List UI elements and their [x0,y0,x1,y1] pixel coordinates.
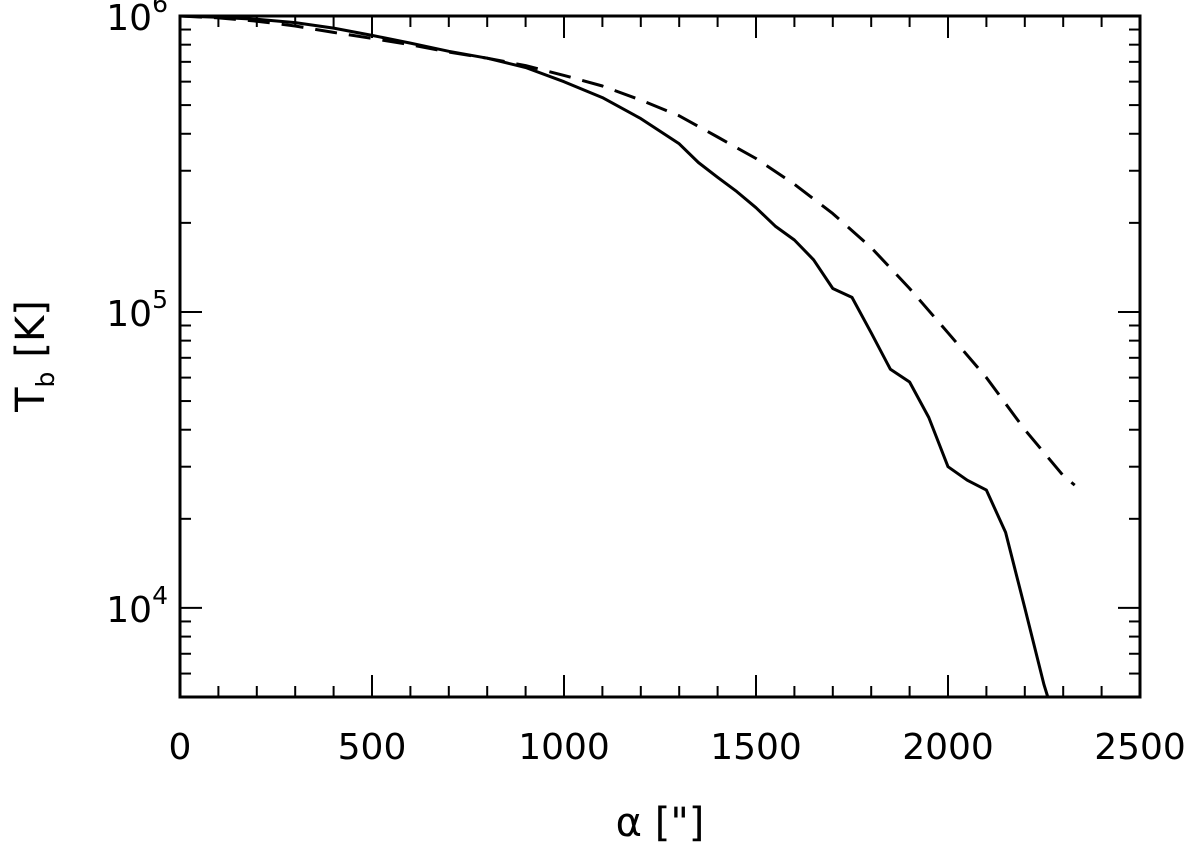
y-tick-label-exponent: 6 [152,0,168,18]
y-tick-label-base: 10 [106,0,152,39]
y-tick-label-base: 10 [106,590,152,631]
y-tick-label: 105 [106,285,168,335]
y-tick-label-exponent: 4 [152,581,168,610]
x-tick-label: 0 [169,727,192,768]
y-tick-label-exponent: 5 [152,285,168,314]
y-tick-label: 104 [106,581,168,631]
y-axis-title-main: T [8,387,54,413]
y-axis-title-unit: [K] [8,300,54,357]
y-axis-title-subscript: b [31,372,60,388]
x-tick-label: 2000 [902,727,994,768]
axis-ticks [179,15,1141,698]
series-line-dashed [179,14,1076,487]
plot-frame [178,14,1142,699]
y-axis-title: Tb [K] [8,300,60,413]
x-tick-label: 500 [338,727,407,768]
x-tick-label: 1500 [710,727,802,768]
x-tick-label: 2500 [1094,727,1186,768]
series-line-solid [179,14,1050,698]
x-axis-title: α ["] [616,800,705,846]
x-tick-label: 1000 [518,727,610,768]
plot-lines [179,14,1076,698]
y-tick-label-base: 10 [106,294,152,335]
y-tick-label: 106 [106,0,168,39]
